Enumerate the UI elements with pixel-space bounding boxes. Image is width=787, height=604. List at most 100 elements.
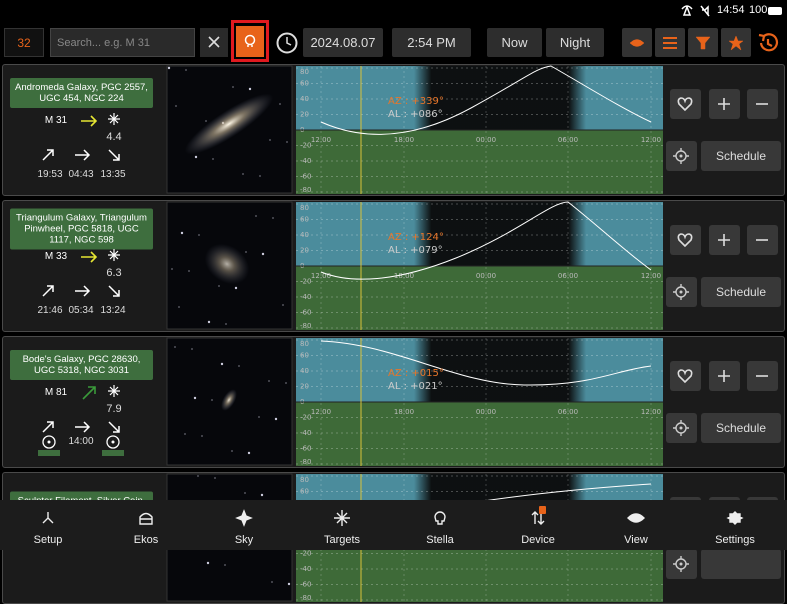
star [279,103,281,105]
star [206,561,210,565]
clear-button[interactable] [200,28,228,57]
icon-shape [629,39,645,47]
trend-icon [81,249,120,263]
search-field[interactable]: Search... e.g. M 31 [50,28,195,57]
favorite-button[interactable] [670,361,701,391]
nav-icon [334,510,350,526]
icon-shape [139,512,153,525]
cross [673,284,689,300]
star [167,66,171,70]
trend-icon [81,113,120,127]
nav-item[interactable]: Targets [302,500,382,550]
toolbar-icon-button[interactable] [721,28,751,57]
rise-arrow [42,149,54,161]
nav-item[interactable]: Stella [400,500,480,550]
y-tick-label: -60 [300,581,311,589]
designation: M 31 [44,115,68,126]
star [242,173,244,175]
time-field[interactable]: 2:54 PM [392,28,471,57]
nav-item[interactable]: Sky [204,500,284,550]
now-button[interactable]: Now [487,28,542,57]
icon-shape [677,369,693,384]
y-tick-label: 60 [300,216,309,224]
icon-shape [334,510,350,526]
icon-shape [677,97,693,112]
add-button[interactable] [709,361,740,391]
y-tick-label: 80 [300,68,309,76]
icon-shape [434,511,446,525]
star [220,362,224,366]
date-field[interactable]: 2024.08.07 [303,28,383,57]
toolbar-icon-button[interactable] [688,28,718,57]
center-button[interactable] [666,277,697,307]
y-tick-label: -20 [300,142,311,150]
y-tick-label: 60 [300,352,309,360]
nav-item[interactable]: Device [498,500,578,550]
nav-label: Sky [234,534,254,546]
nav-item[interactable]: Setup [8,500,88,550]
azimuth: AZ : +015° [388,368,444,379]
button-icon [718,370,730,382]
y-tick-label: -20 [300,414,311,422]
clock-icon [276,32,298,54]
x-tick-label: 12:00 [311,272,331,280]
x-tick-label: 00:00 [476,408,496,416]
star [180,231,184,235]
schedule-button[interactable] [701,549,781,579]
target-names: Triangulum Galaxy, Triangulum Pinwheel, … [10,208,153,250]
remove-button[interactable] [747,89,778,119]
star [184,433,186,435]
schedule-button[interactable]: Schedule [701,413,781,443]
add-button[interactable] [709,225,740,255]
target-image [166,337,293,466]
center-button[interactable] [666,549,697,579]
toolbar-icon-button[interactable] [622,28,652,57]
nav-item[interactable]: Settings [695,500,775,550]
star [175,105,177,107]
target-row[interactable]: Andromeda Galaxy, PGC 2557, UGC 454, NGC… [2,64,785,196]
x-shape [208,36,220,48]
night-button[interactable]: Night [546,28,604,57]
below-horizon [296,130,663,194]
below-horizon [296,402,663,466]
target-row[interactable]: Triangulum Galaxy, Triangulum Pinwheel, … [2,200,785,332]
center-button[interactable] [666,141,697,171]
center-button[interactable] [666,413,697,443]
nav-item[interactable]: View [596,500,676,550]
nav-item[interactable]: Ekos [106,500,186,550]
stella-button[interactable] [236,26,264,57]
y-tick-label: 20 [300,383,309,391]
star [194,155,198,159]
mute-icon [700,5,710,17]
remove-button[interactable] [747,225,778,255]
x-tick-label: 12:00 [311,136,331,144]
x-tick-label: 00:00 [476,272,496,280]
add-button[interactable] [709,89,740,119]
schedule-button[interactable]: Schedule [701,141,781,171]
schedule-button[interactable]: Schedule [701,277,781,307]
star [185,69,187,71]
button-icon [756,239,768,241]
toolbar-icon-button[interactable] [655,28,685,57]
rise-arrow [42,421,54,433]
target-names: Bode's Galaxy, PGC 28630, UGC 5318, NGC … [10,350,153,380]
y-tick-label: -80 [300,594,311,602]
favorite-button[interactable] [670,225,701,255]
wifi-icon [681,4,693,16]
y-tick-label: -60 [300,173,311,181]
favorite-button[interactable] [670,89,701,119]
transit-arrow [75,421,91,433]
set-time: 13:35 [100,169,126,180]
y-tick-label: -80 [300,322,311,330]
star [258,416,260,418]
remove-button[interactable] [747,361,778,391]
button-icon [718,234,730,246]
toolbar-icon [629,39,645,47]
star [269,139,271,141]
trend-arrow [82,386,96,400]
night-band [414,202,586,266]
target-row[interactable]: Bode's Galaxy, PGC 28630, UGC 5318, NGC … [2,336,785,468]
